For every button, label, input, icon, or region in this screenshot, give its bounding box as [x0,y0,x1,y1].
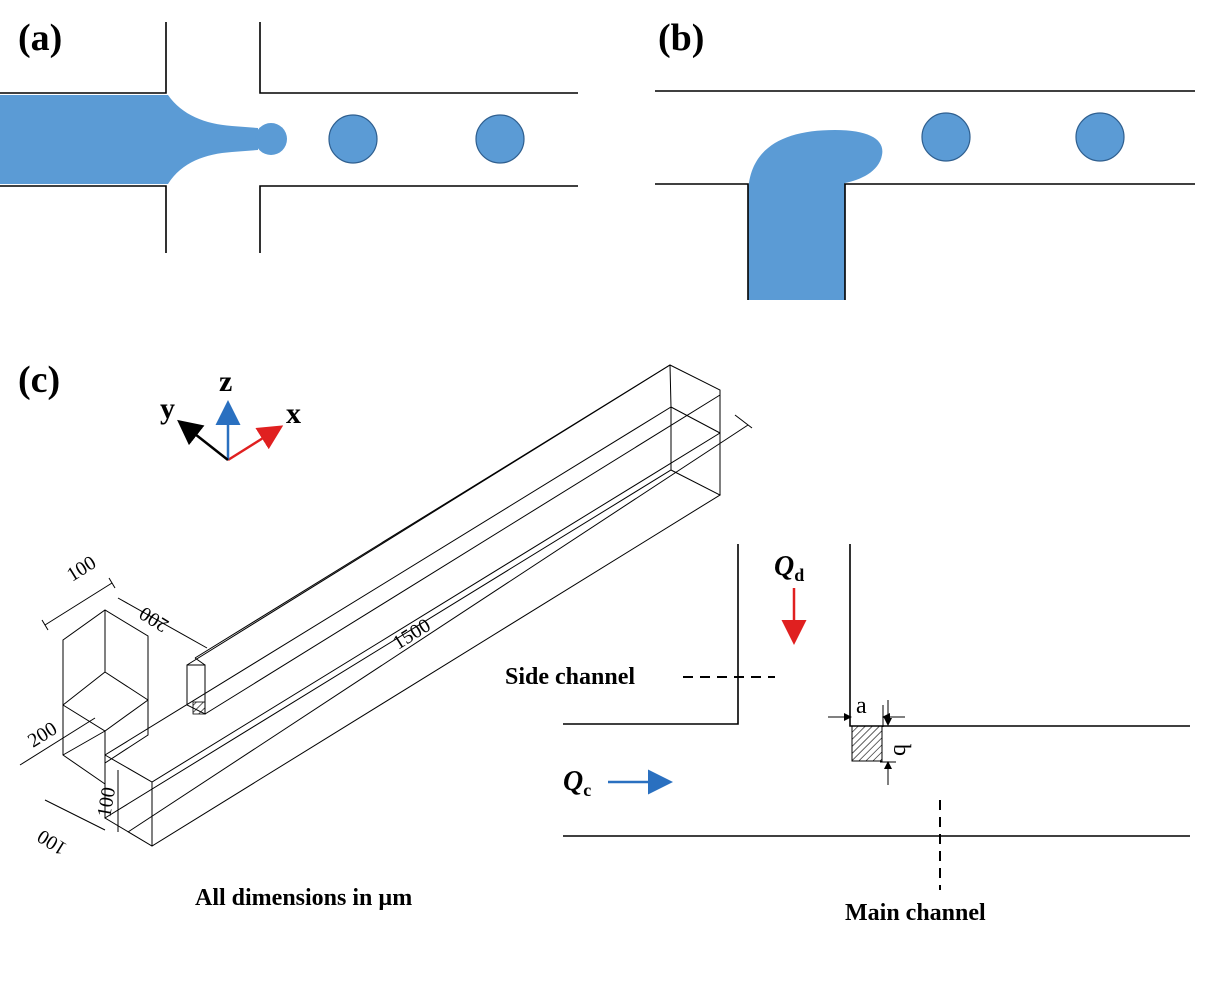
z-axis-label: z [219,365,232,398]
upper-side-box [186,364,721,715]
panel-c-label: (c) [18,359,60,401]
wall-a-bottom-left [0,185,167,253]
panel-b-label: (b) [658,17,704,59]
dim-line-100-top [44,582,113,626]
neck-droplet-a [255,123,287,155]
dim-line-200-top [117,597,208,649]
t-junction-schematic: a b Qd Qc Side channel Main channel [505,544,1190,926]
dim-tick [108,577,116,589]
side-channel-right-wall [849,544,1190,727]
dim-label-b: b [888,744,914,756]
droplet-b-1 [921,112,971,162]
panel-c: (c) x z y [18,359,1190,926]
side-channel-left-wall [563,544,739,725]
dim-line-100-bottom [44,799,106,831]
wall-a-top-left [0,22,167,94]
side-channel-box [62,609,149,818]
droplet-b-2 [1075,112,1125,162]
droplet-a-1 [328,114,378,164]
panel-b: (b) [655,17,1195,300]
geometry-3d-wireframe [62,364,722,847]
fluid-tjunction-b [748,130,883,300]
x-axis-label: x [286,397,301,430]
dim-label-100-top: 100 [63,552,100,587]
hatched-obstacle [851,725,883,762]
y-axis-label: y [160,392,175,425]
dim-label-1500: 1500 [389,614,435,654]
hatched-section-3d [192,701,206,715]
dimension-lines [19,414,753,833]
fluid-thread-a [0,95,258,184]
wall-a-bottom-right [259,185,578,253]
coordinate-axes: x z y [160,365,301,462]
panel-a-label: (a) [18,17,62,59]
dim-label-100-side: 100 [93,786,120,819]
dim-line-1500 [127,424,749,833]
main-channel-label: Main channel [845,900,986,926]
x-axis-arrow [227,425,284,462]
y-axis-arrow [177,419,229,461]
dimensions-caption: All dimensions in µm [195,885,412,911]
side-channel-label: Side channel [505,664,635,690]
dim-tick [41,619,49,631]
dim-label-200-top: 200 [136,602,173,637]
wall-b-bottom-right [844,183,1195,300]
droplet-a-2 [475,114,525,164]
dim-tick [734,414,753,429]
wall-b-bottom-left [655,183,749,300]
main-channel-box [104,364,722,847]
panel-a: (a) [0,17,578,253]
wall-a-top-right [259,22,578,94]
qd-label: Qd [774,551,804,585]
dim-line-200-left [19,717,96,766]
dim-label-a: a [856,693,867,719]
dim-label-200-left: 200 [24,718,61,753]
dim-label-100-bottom: 100 [34,825,71,860]
qc-label: Qc [563,766,591,800]
